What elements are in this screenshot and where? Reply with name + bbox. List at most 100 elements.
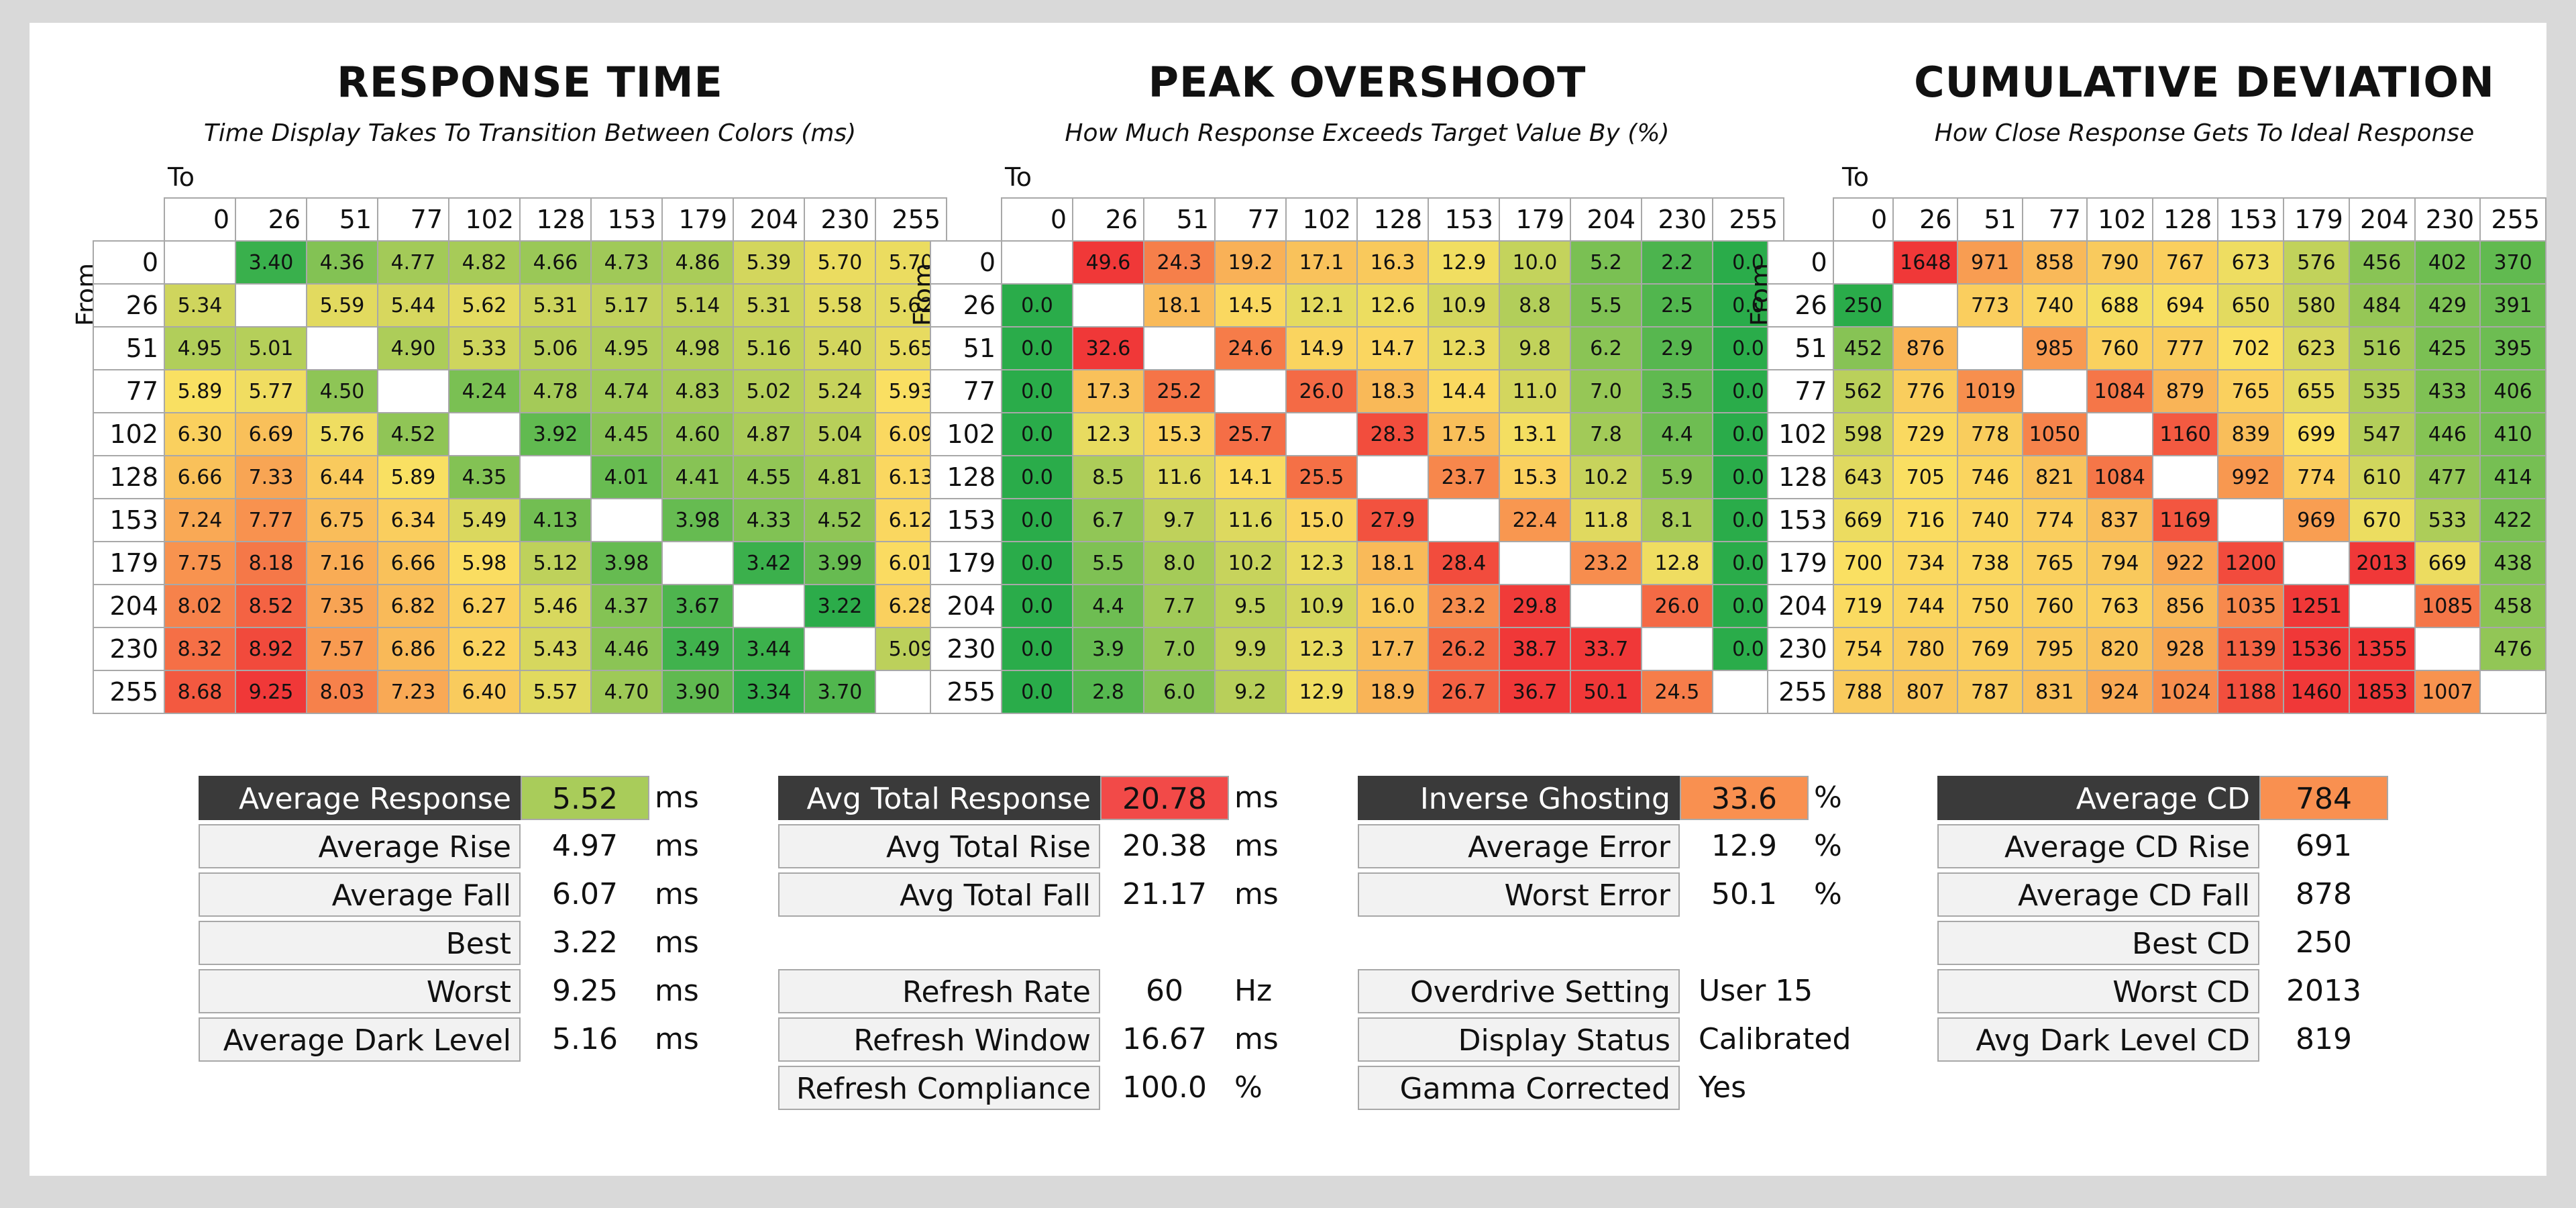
heatmap-cell: 705 (1892, 455, 1959, 499)
heatmap-cell: 740 (2021, 283, 2088, 328)
heatmap-cell: 477 (2414, 455, 2481, 499)
heatmap-cell: 2.2 (1641, 240, 1713, 285)
stat-row: Gamma Corrected Yes (1358, 1066, 1921, 1111)
heatmap-cell: 7.35 (306, 584, 378, 628)
heatmap-cell: 4.4 (1072, 584, 1144, 628)
stat-row: Best CD 250 (1937, 921, 2501, 966)
to-level-label: 26 (1892, 197, 1959, 242)
heatmap-cell: 4.52 (377, 412, 449, 456)
from-level-label: 26 (93, 283, 165, 328)
heatmap-cell: 773 (1957, 283, 2023, 328)
heatmap-cell: 831 (2021, 670, 2088, 714)
heatmap-cell: 5.49 (448, 498, 521, 542)
heatmap-cell: 4.33 (733, 498, 805, 542)
heatmap-empty-cell (804, 627, 876, 671)
stat-label: Average Error (1358, 824, 1680, 868)
heatmap-cell: 12.3 (1285, 541, 1358, 585)
heatmap-empty-cell (1214, 369, 1287, 413)
stat-row: Display Status Calibrated (1358, 1017, 1921, 1063)
heatmap-cell: 5.14 (661, 283, 734, 328)
heatmap-cell: 33.7 (1570, 627, 1642, 671)
heatmap-cell: 734 (1892, 541, 1959, 585)
table-corner (930, 198, 1002, 241)
stat-row: Worst 9.25 ms (199, 969, 762, 1015)
heatmap-cell: 7.24 (164, 498, 236, 542)
stat-label: Worst (199, 969, 521, 1013)
heatmap-cell: 17.1 (1285, 240, 1358, 285)
to-level-label: 51 (306, 197, 378, 242)
heatmap-cell: 4.37 (590, 584, 663, 628)
stat-row: Worst CD 2013 (1937, 969, 2501, 1015)
heatmap-cell: 5.76 (306, 412, 378, 456)
heatmap-empty-cell (661, 541, 734, 585)
heatmap-cell: 8.52 (235, 584, 307, 628)
heatmap-cell: 1050 (2021, 412, 2088, 456)
stat-value: 20.78 (1100, 776, 1229, 820)
heatmap-cell: 774 (2021, 498, 2088, 542)
heatmap-cell: 5.70 (804, 240, 876, 285)
heatmap-cell: 738 (1957, 541, 2023, 585)
heatmap-cell: 1169 (2151, 498, 2219, 542)
heatmap-cell: 746 (1957, 455, 2023, 499)
to-level-label: 230 (2414, 197, 2481, 242)
table-corner (93, 198, 164, 241)
stat-unit: Hz (1234, 974, 1273, 1008)
stat-label: Display Status (1358, 1017, 1680, 1062)
stat-unit: % (1814, 829, 1842, 863)
heatmap-cell: 12.9 (1285, 670, 1358, 714)
from-level-label: 255 (93, 670, 165, 714)
heatmap-cell: 3.70 (804, 670, 876, 714)
heatmap-cell: 5.58 (804, 283, 876, 328)
heatmap-cell: 7.0 (1143, 627, 1216, 671)
heatmap-empty-cell (1570, 584, 1642, 628)
heatmap-cell: 4.45 (590, 412, 663, 456)
heatmap-cell: 1139 (2217, 627, 2285, 671)
heatmap-cell: 10.2 (1570, 455, 1642, 499)
table-corner (1768, 198, 1833, 241)
stat-unit: ms (655, 1022, 699, 1056)
heatmap-cell: 12.9 (1428, 240, 1500, 285)
heatmap-cell: 22.4 (1499, 498, 1571, 542)
stat-label: Inverse Ghosting Rate (1358, 776, 1680, 860)
heatmap-cell: 2.9 (1641, 326, 1713, 370)
heatmap-cell: 4.60 (661, 412, 734, 456)
heatmap-cell: 5.2 (1570, 240, 1642, 285)
heatmap-cell: 3.9 (1072, 627, 1144, 671)
heatmap-cell: 7.7 (1143, 584, 1216, 628)
heatmap-cell: 11.0 (1499, 369, 1571, 413)
heatmap-cell: 837 (2086, 498, 2153, 542)
heatmap-cell: 5.04 (804, 412, 876, 456)
stat-unit: % (1234, 1070, 1263, 1105)
to-level-label: 153 (2217, 197, 2285, 242)
heatmap-cell: 6.86 (377, 627, 449, 671)
heatmap-cell: 26.2 (1428, 627, 1500, 671)
stat-label: Average CD (1937, 776, 2259, 820)
heatmap-cell: 0.0 (1001, 498, 1073, 542)
heatmap-table: 0 26 51 77 102 128 153 179 204 230 255 0 3.40 4.36 4.7… (93, 197, 947, 714)
heatmap-cell: 1355 (2348, 627, 2416, 671)
stat-label: Avg Total Response (778, 776, 1100, 820)
stat-value: 2013 (2286, 974, 2361, 1008)
from-level-label: 179 (930, 541, 1002, 585)
from-level-label: 153 (1767, 498, 1834, 542)
heatmap-cell: 16.0 (1356, 584, 1429, 628)
heatmap-empty-cell (2021, 369, 2088, 413)
heatmap-cell: 985 (2021, 326, 2088, 370)
heatmap-cell: 402 (2414, 240, 2481, 285)
from-level-label: 128 (930, 455, 1002, 499)
to-level-label: 230 (1641, 197, 1713, 242)
heatmap-cell: 5.01 (235, 326, 307, 370)
heatmap-cell: 6.75 (306, 498, 378, 542)
stat-label: Gamma Corrected (1358, 1066, 1680, 1110)
heatmap-cell: 610 (2348, 455, 2416, 499)
stat-row: Average CD Fall 878 (1937, 872, 2501, 918)
heatmap-cell: 6.30 (164, 412, 236, 456)
heatmap-cell: 3.5 (1641, 369, 1713, 413)
heatmap-cell: 10.9 (1285, 584, 1358, 628)
heatmap-cell: 12.3 (1072, 412, 1144, 456)
heatmap-cell: 780 (1892, 627, 1959, 671)
stat-label: Refresh Compliance (778, 1066, 1100, 1110)
heatmap-cell: 14.5 (1214, 283, 1287, 328)
to-level-label: 255 (2479, 197, 2546, 242)
heatmap-cell: 1251 (2283, 584, 2350, 628)
